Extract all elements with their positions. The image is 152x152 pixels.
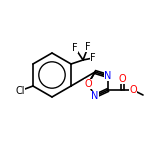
Text: O: O [129,85,137,95]
Text: O: O [118,74,126,84]
Text: F: F [72,43,78,53]
Text: Cl: Cl [15,86,25,96]
Text: F: F [85,42,91,52]
Text: O: O [84,79,92,89]
Text: F: F [90,53,96,63]
Text: N: N [104,71,112,81]
Text: N: N [91,91,99,101]
